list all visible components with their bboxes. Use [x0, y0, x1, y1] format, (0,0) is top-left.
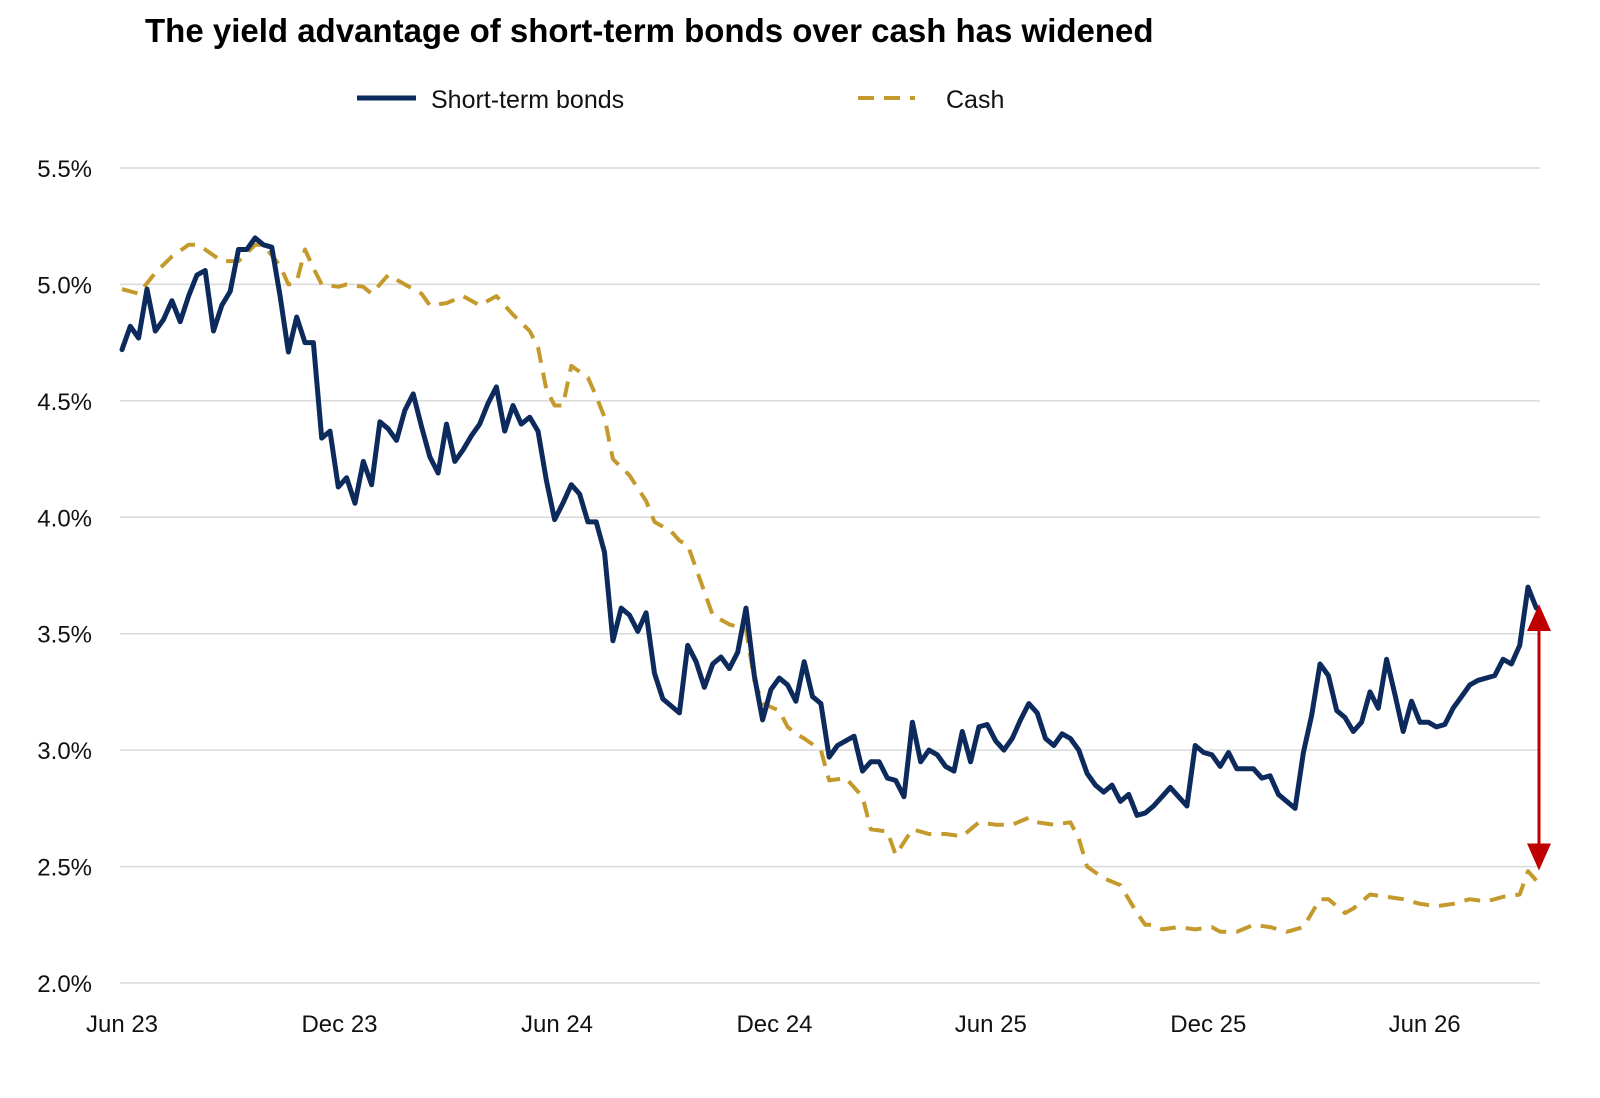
chart-title: The yield advantage of short-term bonds … [145, 12, 1154, 49]
x-tick-label: Jun 23 [86, 1011, 158, 1038]
series-line-cash [121, 242, 1538, 934]
y-tick-label: 5.5% [37, 156, 92, 183]
gridlines [120, 167, 1540, 984]
series-lines [119, 235, 1539, 934]
y-tick-label: 4.0% [37, 505, 92, 532]
y-tick-label: 3.0% [37, 738, 92, 765]
x-axis-ticks: Jun 23 Dec 23 Jun 24 Dec 24 Jun 25 Dec 25 Jun … [86, 1011, 1461, 1038]
y-axis-ticks: 5.5% 5.0% 4.5% 4.0% 3.5% 3.0% 2.5% 2.0% [37, 156, 92, 998]
x-tick-label: Dec 25 [1170, 1011, 1246, 1038]
legend-label-cash: Cash [946, 86, 1005, 114]
x-tick-label: Jun 26 [1389, 1011, 1461, 1038]
y-tick-label: 3.5% [37, 622, 92, 649]
series-line-short-term-bonds [119, 235, 1539, 818]
x-tick-label: Dec 24 [736, 1011, 812, 1038]
y-tick-label: 2.0% [37, 971, 92, 998]
y-tick-label: 4.5% [37, 389, 92, 416]
x-tick-label: Jun 25 [955, 1011, 1027, 1038]
y-tick-label: 2.5% [37, 855, 92, 882]
y-tick-label: 5.0% [37, 272, 92, 299]
legend-label-short-term-bonds: Short-term bonds [431, 86, 625, 114]
x-tick-label: Dec 23 [301, 1011, 377, 1038]
x-tick-label: Jun 24 [521, 1011, 593, 1038]
